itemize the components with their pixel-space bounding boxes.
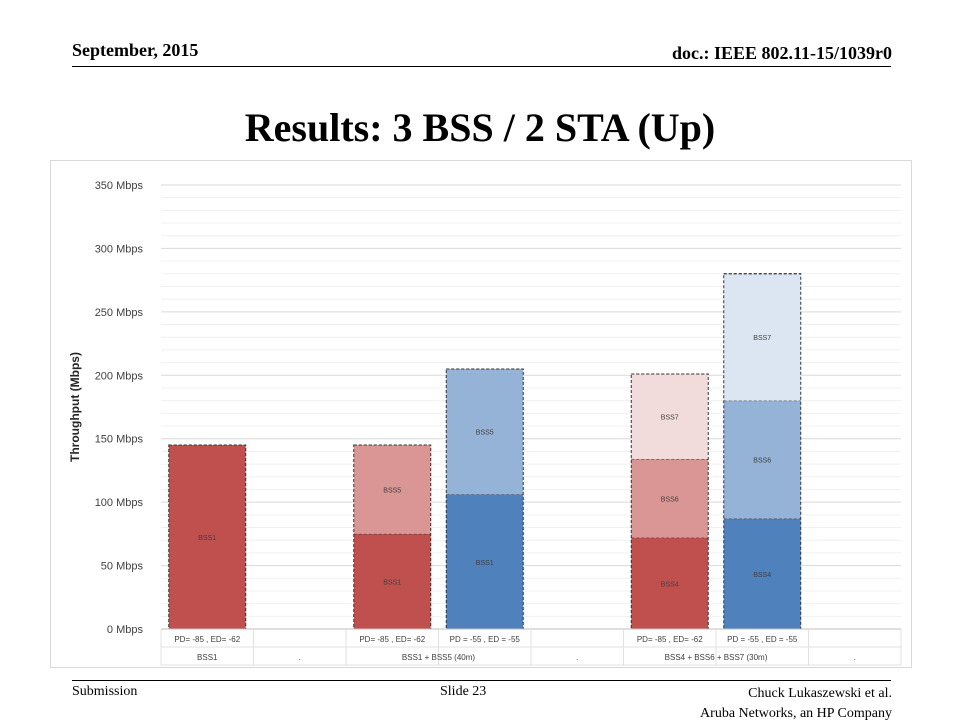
y-tick-label: 200 Mbps (95, 370, 144, 382)
segment-label: BSS5 (476, 430, 494, 437)
y-tick-label: 0 Mbps (107, 624, 144, 636)
chart-container: 0 Mbps 50 Mbps 100 Mbps 150 Mbps 200 Mbps 250… (50, 160, 912, 668)
footer-rule (72, 680, 891, 681)
x-group-label: . (576, 653, 578, 662)
footer-author: Chuck Lukaszewski et al. (748, 686, 892, 701)
segment-label: BSS6 (661, 496, 679, 503)
x-group-label: . (854, 653, 856, 662)
x-category-label: PD= -85 , ED= -62 (174, 635, 240, 644)
footer-submission: Submission (72, 684, 138, 699)
footer-slide-number: Slide 23 (440, 684, 487, 699)
y-tick-label: 300 Mbps (95, 243, 144, 255)
segment-label: BSS4 (661, 581, 679, 588)
bar-segment (723, 518, 801, 629)
y-tick-label: 250 Mbps (95, 307, 144, 319)
bar-segment (353, 533, 431, 629)
bar-segment (631, 537, 709, 629)
segment-label: BSS5 (383, 487, 401, 494)
y-tick-label: 100 Mbps (95, 497, 144, 509)
segment-label: BSS7 (753, 335, 771, 342)
x-category-label: PD = -55 , ED = -55 (450, 635, 521, 644)
segment-label: BSS4 (753, 572, 771, 579)
bar-segment (353, 445, 431, 534)
header-date: September, 2015 (72, 40, 199, 60)
header-doc-id: doc.: IEEE 802.11-15/1039r0 (671, 43, 892, 63)
bar-segment (631, 459, 709, 538)
y-axis-title: Throughput (Mbps) (68, 352, 82, 462)
bar-segment (631, 374, 709, 460)
x-group-label: BSS4 + BSS6 + BSS7 (30m) (665, 653, 768, 662)
segment-label: BSS1 (198, 535, 216, 542)
bar-segment (723, 400, 801, 519)
header-rule (72, 66, 891, 67)
bar-segment (446, 368, 524, 495)
slide-title: Results: 3 BSS / 2 STA (Up) (244, 105, 716, 150)
x-group-label: . (299, 653, 301, 662)
segment-label: BSS1 (383, 579, 401, 586)
y-tick-label: 150 Mbps (95, 434, 144, 446)
y-tick-label: 350 Mbps (95, 180, 144, 192)
bar-segment (168, 445, 246, 629)
x-group-label: BSS1 + BSS5 (40m) (402, 653, 475, 662)
throughput-chart: 0 Mbps 50 Mbps 100 Mbps 150 Mbps 200 Mbps 250… (68, 180, 902, 666)
bar-segment (723, 273, 801, 401)
segment-label: BSS7 (661, 415, 679, 422)
x-group-label: BSS1 (197, 653, 218, 662)
x-category-label: PD= -85 , ED= -62 (359, 635, 425, 644)
x-category-label: PD= -85 , ED= -62 (637, 635, 703, 644)
x-category-label: PD = -55 , ED = -55 (727, 635, 798, 644)
footer-author-block: Chuck Lukaszewski et al. Aruba Networks,… (700, 684, 892, 724)
bar-segment (446, 494, 524, 629)
segment-label: BSS6 (753, 458, 771, 465)
segment-label: BSS1 (476, 560, 494, 567)
y-tick-label: 50 Mbps (101, 561, 144, 573)
footer-company: Aruba Networks, an HP Company (700, 706, 892, 721)
